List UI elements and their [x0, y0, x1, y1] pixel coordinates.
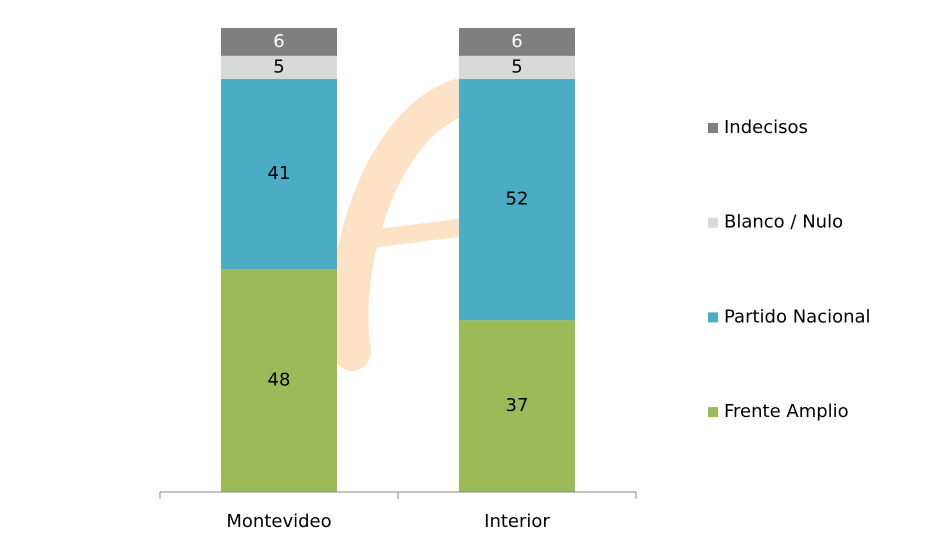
legend-label: Blanco / Nulo	[724, 212, 843, 233]
legend-label: Partido Nacional	[724, 306, 871, 327]
bar-segment	[459, 79, 575, 321]
legend-label: Frente Amplio	[724, 401, 849, 422]
data-label: 41	[268, 163, 291, 184]
legend-label: Indecisos	[724, 117, 808, 138]
x-tick-label: Interior	[484, 511, 550, 532]
legend-swatch	[708, 407, 718, 418]
data-label: 5	[273, 56, 284, 77]
legend-swatch	[708, 312, 718, 323]
plot: 48 41 5 6 37 52 5 6	[221, 28, 575, 492]
watermark-bar	[353, 219, 467, 249]
data-label: 52	[506, 189, 529, 210]
x-tick-label: Montevideo	[226, 511, 331, 532]
data-label: 6	[511, 31, 522, 52]
data-label: 37	[506, 395, 529, 416]
bar-segment	[221, 28, 337, 56]
bar-segment	[459, 55, 575, 80]
bar-segment	[221, 269, 337, 492]
data-label: 6	[273, 31, 284, 52]
watermark	[330, 79, 477, 371]
legend-swatch	[708, 123, 718, 133]
data-label: 5	[511, 56, 522, 77]
bar-segment	[221, 79, 337, 270]
bar-segment	[459, 28, 575, 56]
watermark-arc	[330, 79, 477, 371]
data-label: 48	[268, 370, 291, 391]
bar-segment	[221, 55, 337, 80]
bar-segment	[459, 320, 575, 492]
legend-swatch	[708, 217, 718, 228]
